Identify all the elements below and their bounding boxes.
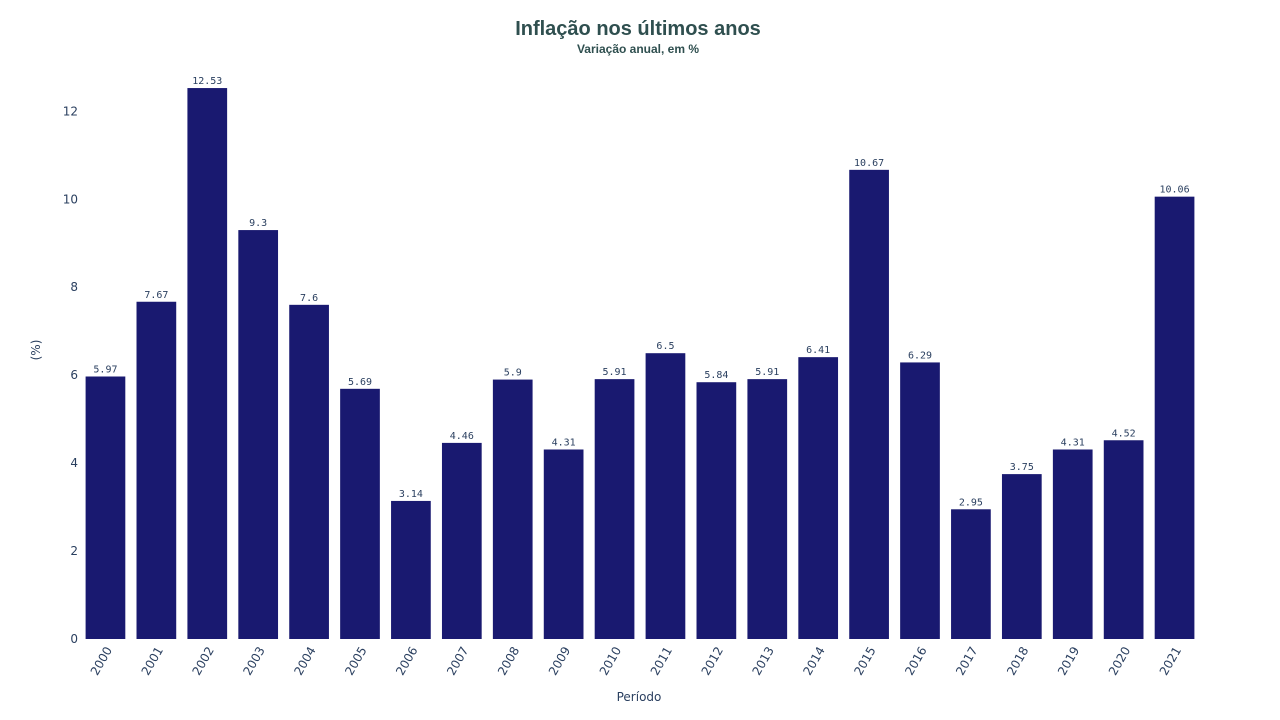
bar-2012 (696, 382, 737, 639)
y-tick-label: 4 (70, 456, 78, 470)
bar-2018 (1001, 474, 1042, 639)
x-tick-label: 2001 (139, 644, 166, 677)
bar-2007 (441, 442, 482, 639)
data-label: 7.67 (144, 290, 168, 301)
x-tick-label: 2007 (444, 644, 471, 677)
data-label: 4.52 (1112, 428, 1136, 439)
bar-2010 (594, 379, 635, 639)
y-tick-label: 6 (70, 368, 78, 382)
data-label: 5.69 (348, 377, 372, 388)
chart-subtitle: Variação anual, em % (577, 42, 699, 56)
x-tick-label: 2016 (902, 644, 929, 677)
bar-2011 (645, 353, 686, 639)
bar-2015 (849, 169, 889, 640)
data-label: 9.3 (249, 218, 267, 229)
x-tick-label: 2020 (1106, 644, 1133, 677)
y-axis-ticks: 0 2 4 6 8 10 12 (63, 104, 78, 646)
bar-2013 (747, 379, 788, 639)
data-label: 7.6 (300, 293, 318, 304)
y-tick-label: 10 (63, 192, 78, 206)
y-tick-label: 0 (70, 632, 78, 646)
data-label: 5.84 (704, 370, 728, 381)
x-tick-label: 2017 (953, 644, 980, 677)
x-tick-label: 2010 (597, 644, 624, 677)
data-label: 3.14 (399, 489, 423, 500)
x-tick-label: 2021 (1157, 644, 1184, 677)
x-tick-label: 2005 (342, 644, 369, 677)
bar-2004 (289, 304, 329, 639)
bar-2002 (187, 88, 228, 639)
data-label: 4.31 (1061, 437, 1085, 448)
data-label: 12.53 (192, 76, 222, 87)
bar-2020 (1103, 440, 1144, 639)
data-label: 5.91 (602, 367, 626, 378)
data-label: 5.9 (504, 368, 522, 379)
data-label: 4.31 (552, 437, 576, 448)
data-label: 6.5 (656, 341, 674, 352)
y-tick-label: 12 (63, 104, 78, 118)
bar-2014 (798, 357, 839, 639)
x-tick-label: 2004 (291, 644, 318, 677)
data-label: 10.06 (1159, 185, 1189, 196)
x-tick-label: 2002 (190, 644, 217, 677)
data-label: 6.41 (806, 345, 830, 356)
x-tick-label: 2013 (750, 644, 777, 677)
x-tick-label: 2003 (240, 644, 267, 677)
x-tick-label: 2019 (1055, 644, 1082, 677)
x-tick-label: 2015 (851, 644, 878, 677)
bar-2008 (492, 379, 533, 639)
bar-2005 (340, 388, 380, 639)
bar-2016 (900, 362, 940, 639)
bar-2001 (136, 301, 177, 639)
data-label: 10.67 (854, 158, 884, 169)
x-tick-label: 2014 (800, 644, 827, 677)
bar-2006 (391, 500, 431, 639)
y-tick-label: 8 (70, 280, 78, 294)
data-label: 3.75 (1010, 462, 1034, 473)
bar-2019 (1052, 449, 1093, 639)
data-label: 5.97 (93, 364, 117, 375)
bar-2021 (1154, 196, 1195, 639)
x-tick-label: 2000 (88, 644, 115, 677)
y-tick-label: 2 (70, 544, 78, 558)
bar-2003 (238, 230, 279, 640)
data-label: 2.95 (959, 497, 983, 508)
data-label: 4.46 (450, 431, 474, 442)
x-axis-title: Período (617, 690, 662, 704)
bar-2009 (543, 449, 584, 639)
bars-group (85, 88, 1195, 640)
x-tick-label: 2006 (393, 644, 420, 677)
x-tick-label: 2009 (546, 644, 573, 677)
x-tick-label: 2012 (699, 644, 726, 677)
x-tick-label: 2008 (495, 644, 522, 677)
x-axis-ticks: 2000 2001 2002 2003 2004 2005 2006 2007 2008 2009… (88, 644, 1184, 677)
data-label: 6.29 (908, 350, 932, 361)
x-tick-label: 2018 (1004, 644, 1031, 677)
bar-2000 (85, 376, 126, 639)
bar-2017 (951, 509, 991, 639)
y-axis-title: (%) (29, 340, 43, 361)
chart-title: Inflação nos últimos anos (515, 18, 761, 40)
data-label: 5.91 (755, 367, 779, 378)
data-labels-group: 5.97 7.67 12.53 9.3 7.6 5.69 3.14 4.46 5.9 4.31 5.… (93, 76, 1189, 508)
x-tick-label: 2011 (648, 644, 675, 677)
